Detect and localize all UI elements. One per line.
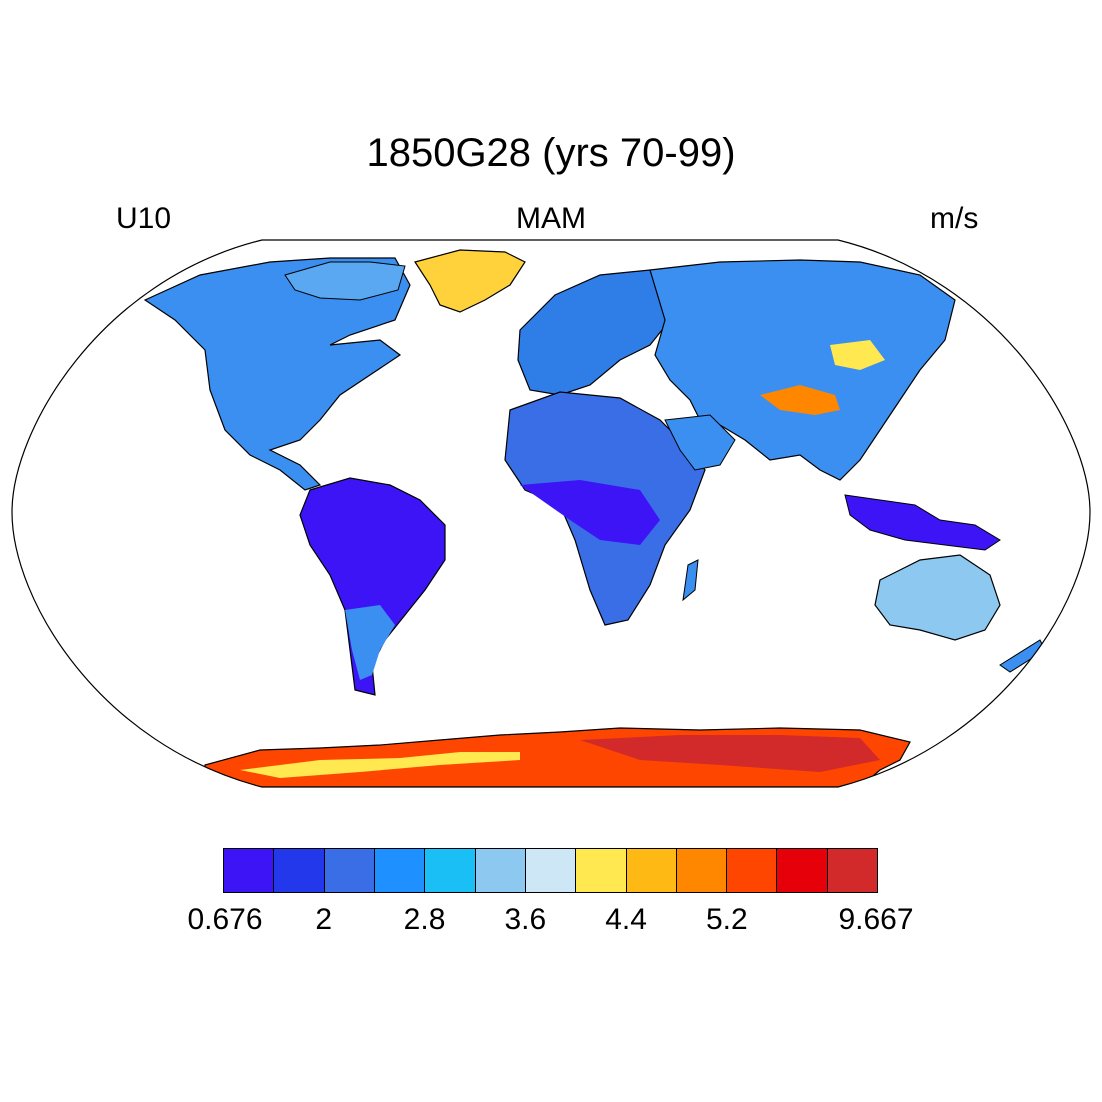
land-asia: [649, 259, 956, 481]
colorbar-swatch: [224, 849, 275, 892]
land-antarctica-interior: [580, 735, 880, 772]
colorbar-label: 4.4: [605, 903, 647, 936]
land-antarctica-coast-band: [240, 752, 520, 778]
colorbar: [223, 848, 878, 893]
colorbar-swatch: [374, 849, 426, 892]
season-label: MAM: [516, 202, 586, 235]
land-north-america: [143, 257, 411, 491]
land-central-africa: [520, 480, 660, 545]
globe-outline: [11, 239, 1091, 788]
colorbar-label: 9.667: [838, 903, 914, 936]
units-label: m/s: [930, 202, 979, 235]
colorbar-label: 3.6: [504, 903, 547, 936]
land-europe: [517, 269, 681, 396]
colorbar-swatch: [827, 849, 878, 892]
land-indonesia: [844, 494, 1001, 551]
colorbar-swatch: [525, 849, 577, 892]
colorbar-label: 5.2: [705, 903, 748, 936]
colorbar-label: 0.676: [187, 903, 263, 936]
colorbar-swatch: [274, 849, 325, 892]
land-new-zealand: [999, 639, 1046, 673]
land-arabia: [664, 414, 736, 471]
land-greenland: [414, 249, 526, 313]
colorbar-swatch: [425, 849, 476, 892]
variable-label: U10: [116, 202, 172, 235]
land-australia: [874, 554, 1001, 641]
colorbar-swatch: [777, 849, 828, 892]
plot-title: 1850G28 (yrs 70-99): [366, 131, 736, 175]
land-tibet-high-wind: [760, 385, 840, 415]
colorbar-swatch: [475, 849, 526, 892]
colorbar-swatch: [626, 849, 677, 892]
land-arctic-islands: [284, 261, 406, 301]
colorbar-swatch: [676, 849, 728, 892]
colorbar-label: 2.8: [403, 903, 446, 936]
land-madagascar: [682, 559, 699, 602]
land-patagonia: [345, 605, 395, 680]
colorbar-label: 2: [315, 903, 333, 936]
colorbar-swatch: [576, 849, 627, 892]
land-mongolia: [830, 340, 885, 370]
colorbar-swatch: [324, 849, 375, 892]
colorbar-swatch: [727, 849, 778, 892]
